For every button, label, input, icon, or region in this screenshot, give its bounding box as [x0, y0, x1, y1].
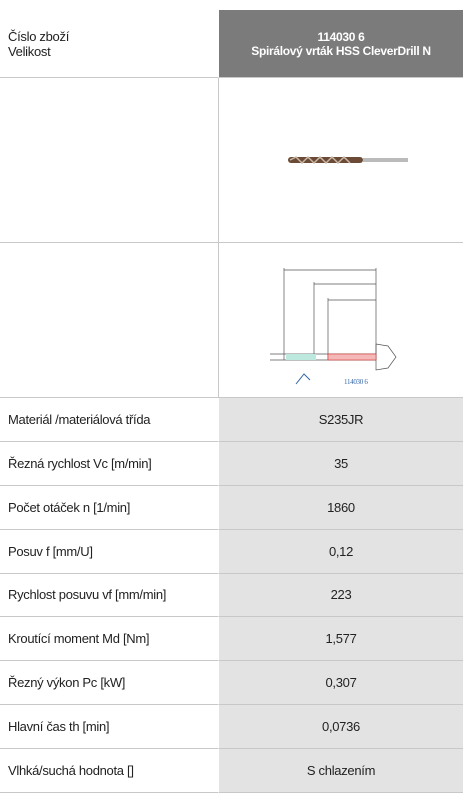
header-left: Číslo zboží Velikost	[0, 10, 218, 78]
row-value: 0,307	[218, 661, 463, 706]
row-value: 0,0736	[218, 705, 463, 750]
row-label: Řezný výkon Pc [kW]	[0, 661, 218, 706]
header-text: Číslo zboží	[8, 28, 70, 44]
drawing-label: 114030 6	[344, 378, 368, 386]
drill-shank	[363, 158, 408, 162]
row-label: Hlavní čas th [min]	[0, 705, 218, 750]
logo	[295, 373, 311, 385]
image-row-label	[0, 243, 218, 398]
product-image	[218, 78, 463, 243]
row-value: S235JR	[218, 398, 463, 442]
row-value: 1860	[218, 485, 463, 530]
row-value: 223	[218, 573, 463, 618]
image-row-label	[0, 78, 218, 243]
technical-drawing: 114030 6	[218, 243, 463, 398]
drill-image	[288, 155, 408, 165]
row-value: 35	[218, 441, 463, 486]
drawing-flute	[327, 353, 377, 361]
header-text: Spirálový vrták HSS CleverDrill N	[251, 43, 431, 58]
drawing-shank	[286, 354, 316, 360]
row-label: Vlhká/suchá hodnota []	[0, 749, 218, 793]
row-value: S chlazením	[218, 749, 463, 793]
row-label: Posuv f [mm/U]	[0, 530, 218, 574]
row-label: Rychlost posuvu vf [mm/min]	[0, 574, 218, 618]
row-value: 1,577	[218, 617, 463, 662]
header-text: 114030 6	[317, 29, 365, 44]
row-value: 0,12	[218, 529, 463, 574]
row-label: Materiál /materiálová třída	[0, 398, 218, 442]
row-label: Počet otáček n [1/min]	[0, 486, 218, 530]
header-right: 114030 6 Spirálový vrták HSS CleverDrill…	[218, 10, 463, 78]
row-label: Kroutící moment Md [Nm]	[0, 617, 218, 662]
drawing: 114030 6	[270, 268, 397, 386]
row-label: Řezná rychlost Vc [m/min]	[0, 442, 218, 486]
header-text: Velikost	[8, 43, 51, 59]
drill-spiral	[289, 155, 351, 165]
